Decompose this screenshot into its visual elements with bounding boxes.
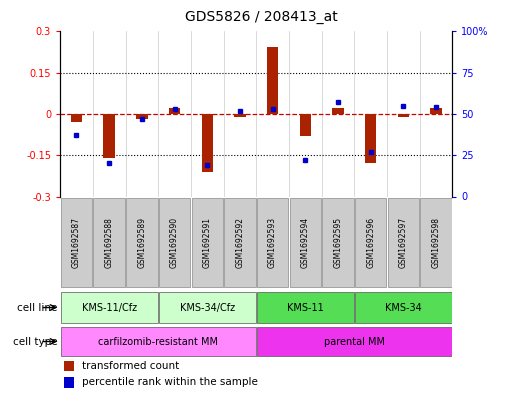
Bar [300, 114, 311, 136]
Bar [430, 108, 442, 114]
Text: KMS-34/Cfz: KMS-34/Cfz [180, 303, 235, 312]
Bar [64, 361, 74, 371]
Bar [257, 198, 288, 287]
Bar [61, 292, 157, 323]
Bar [61, 198, 92, 287]
Bar [267, 47, 278, 114]
Text: transformed count: transformed count [82, 361, 179, 371]
Text: carfilzomib-resistant MM: carfilzomib-resistant MM [98, 336, 218, 347]
Text: GSM1692591: GSM1692591 [203, 217, 212, 268]
Text: GSM1692593: GSM1692593 [268, 217, 277, 268]
Text: GSM1692590: GSM1692590 [170, 217, 179, 268]
Text: percentile rank within the sample: percentile rank within the sample [82, 377, 258, 387]
Bar [104, 114, 115, 158]
Bar [224, 198, 256, 287]
Bar [94, 198, 125, 287]
Text: GSM1692592: GSM1692592 [235, 217, 244, 268]
Bar [201, 114, 213, 172]
Text: KMS-11: KMS-11 [287, 303, 324, 312]
Text: KMS-11/Cfz: KMS-11/Cfz [82, 303, 137, 312]
Bar [71, 114, 82, 122]
Bar [397, 114, 409, 117]
Text: parental MM: parental MM [324, 336, 385, 347]
Bar [355, 198, 386, 287]
Bar [355, 292, 452, 323]
Bar [420, 198, 452, 287]
Bar [136, 114, 147, 119]
Text: GSM1692594: GSM1692594 [301, 217, 310, 268]
Bar [169, 108, 180, 114]
Text: GSM1692588: GSM1692588 [105, 217, 113, 268]
Bar [388, 198, 419, 287]
Text: GSM1692595: GSM1692595 [334, 217, 343, 268]
Bar [257, 292, 354, 323]
Text: KMS-34: KMS-34 [385, 303, 422, 312]
Bar [234, 114, 246, 117]
Text: cell type: cell type [13, 336, 58, 347]
Text: GSM1692587: GSM1692587 [72, 217, 81, 268]
Bar [257, 327, 452, 356]
Bar [191, 198, 223, 287]
Text: GDS5826 / 208413_at: GDS5826 / 208413_at [185, 10, 338, 24]
Bar [365, 114, 377, 163]
Text: GSM1692598: GSM1692598 [431, 217, 440, 268]
Bar [322, 198, 354, 287]
Bar [159, 292, 256, 323]
Text: GSM1692589: GSM1692589 [138, 217, 146, 268]
Bar [290, 198, 321, 287]
Bar [61, 327, 256, 356]
Bar [159, 198, 190, 287]
Text: GSM1692596: GSM1692596 [366, 217, 375, 268]
Text: GSM1692597: GSM1692597 [399, 217, 408, 268]
Bar [64, 377, 74, 387]
Bar [332, 108, 344, 114]
Bar [126, 198, 157, 287]
Text: cell line: cell line [17, 303, 58, 312]
